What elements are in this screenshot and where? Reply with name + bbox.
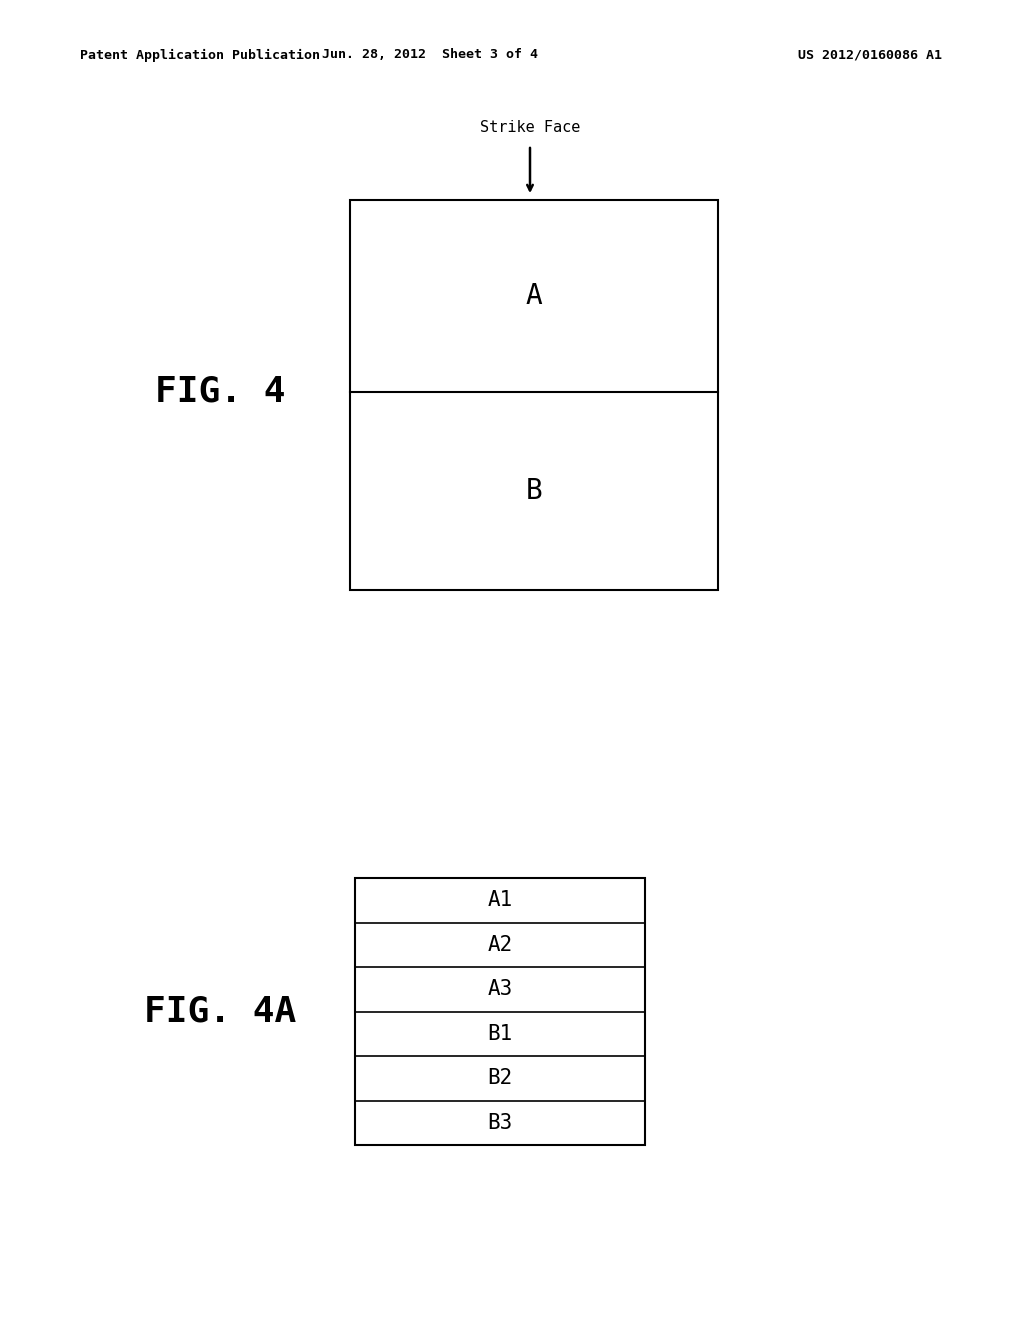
- Text: A3: A3: [487, 979, 513, 999]
- Text: Jun. 28, 2012  Sheet 3 of 4: Jun. 28, 2012 Sheet 3 of 4: [322, 49, 538, 62]
- Bar: [350, 201, 718, 590]
- Bar: [355, 878, 645, 1144]
- Text: Strike Face: Strike Face: [480, 120, 581, 136]
- Text: FIG. 4A: FIG. 4A: [144, 994, 296, 1028]
- Text: A2: A2: [487, 935, 513, 954]
- Text: B3: B3: [487, 1113, 513, 1133]
- Text: FIG. 4: FIG. 4: [155, 375, 286, 409]
- Text: A: A: [525, 282, 543, 310]
- Text: Patent Application Publication: Patent Application Publication: [80, 49, 319, 62]
- Text: A1: A1: [487, 890, 513, 911]
- Text: US 2012/0160086 A1: US 2012/0160086 A1: [798, 49, 942, 62]
- Text: B1: B1: [487, 1024, 513, 1044]
- Text: B2: B2: [487, 1068, 513, 1088]
- Text: B: B: [525, 477, 543, 506]
